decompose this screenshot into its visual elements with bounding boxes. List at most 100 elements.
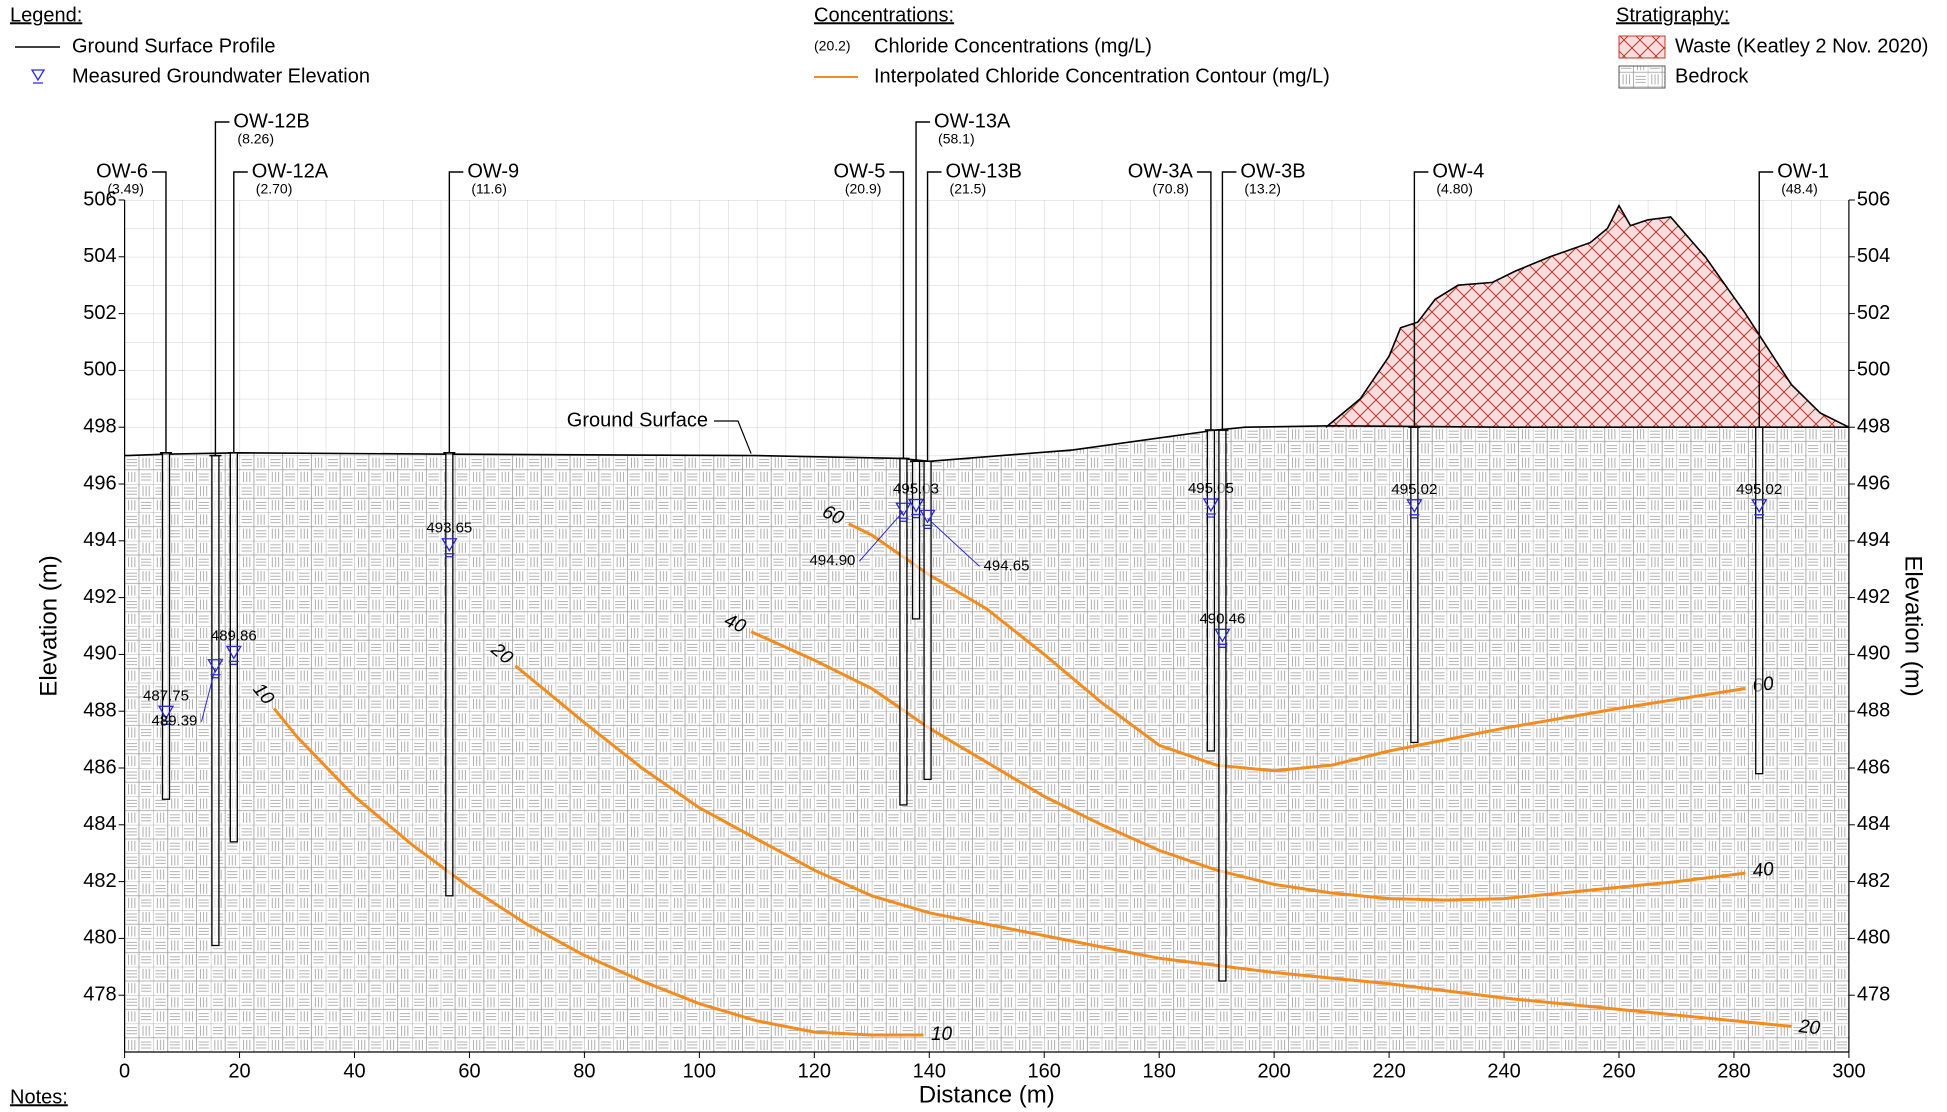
well-concentration: (48.4) <box>1781 181 1818 197</box>
well-concentration: (70.8) <box>1152 181 1189 197</box>
well-concentration: (20.9) <box>845 181 882 197</box>
water-level-label: 489.39 <box>152 713 198 730</box>
well-name: OW-13A <box>934 110 1011 132</box>
y2-tick-label: 504 <box>1857 245 1890 267</box>
y2-tick-label: 492 <box>1857 586 1890 608</box>
y-tick-label: 496 <box>83 472 116 494</box>
legend-swatch <box>32 70 44 83</box>
contour-label: 40 <box>1751 859 1775 882</box>
y-tick-label: 486 <box>83 756 116 778</box>
x-tick-label: 40 <box>343 1060 365 1082</box>
well-concentration: (3.49) <box>107 181 144 197</box>
y2-tick-label: 478 <box>1857 983 1890 1005</box>
y2-tick-label: 486 <box>1857 756 1890 778</box>
y-tick-label: 480 <box>83 927 116 949</box>
well-name: OW-5 <box>834 160 886 182</box>
well-concentration: (13.2) <box>1244 181 1281 197</box>
y2-tick-label: 484 <box>1857 813 1890 835</box>
y2-axis-label: Elevation (m) <box>1900 555 1927 696</box>
well-screen <box>1411 427 1418 742</box>
well-name: OW-12B <box>233 110 309 132</box>
y-tick-label: 490 <box>83 643 116 665</box>
water-level-label: 494.90 <box>810 552 856 569</box>
water-level-label: 487.75 <box>143 687 189 704</box>
x-tick-label: 0 <box>119 1060 130 1082</box>
x-tick-label: 160 <box>1028 1060 1061 1082</box>
legend-sample: (20.2) <box>814 38 851 54</box>
x-tick-label: 260 <box>1602 1060 1635 1082</box>
x-tick-label: 60 <box>458 1060 480 1082</box>
y2-tick-label: 482 <box>1857 870 1890 892</box>
notes-label: Notes: <box>10 1086 68 1108</box>
well-screen <box>212 456 219 946</box>
contour-label: 20 <box>1797 1016 1822 1039</box>
y2-tick-label: 480 <box>1857 927 1890 949</box>
well-screen <box>1219 430 1226 981</box>
y2-tick-label: 490 <box>1857 643 1890 665</box>
legend-label: Measured Groundwater Elevation <box>72 65 370 87</box>
x-tick-label: 240 <box>1487 1060 1520 1082</box>
well-concentration: (8.26) <box>237 131 274 147</box>
legend-label: Chloride Concentrations (mg/L) <box>874 35 1152 57</box>
well-name: OW-6 <box>96 160 148 182</box>
well-name: OW-1 <box>1777 160 1829 182</box>
y2-tick-label: 488 <box>1857 699 1890 721</box>
x-tick-label: 140 <box>913 1060 946 1082</box>
x-axis-label: Distance (m) <box>919 1081 1055 1108</box>
water-level-label: 494.65 <box>984 557 1030 574</box>
y2-tick-label: 498 <box>1857 415 1890 437</box>
y2-tick-label: 506 <box>1857 188 1890 210</box>
water-level-label: 495.02 <box>1736 481 1782 498</box>
y-tick-label: 478 <box>83 983 116 1005</box>
legend-label: Ground Surface Profile <box>72 35 275 57</box>
chart: 478 480 482 484 486 488 490 492 494 496 498 500 502 5… <box>0 0 1947 1112</box>
water-level-label: 495.02 <box>1391 481 1437 498</box>
legend-title: Concentrations: <box>814 4 954 26</box>
y-tick-label: 482 <box>83 870 116 892</box>
legend-label: Waste (Keatley 2 Nov. 2020) <box>1675 35 1928 57</box>
y-tick-label: 502 <box>83 302 116 324</box>
well-concentration: (11.6) <box>471 181 507 197</box>
legend-swatch <box>1619 66 1665 88</box>
water-level-label: 490.46 <box>1199 610 1245 627</box>
y-axis-label: Elevation (m) <box>35 555 62 696</box>
annotation: Ground Surface <box>567 409 708 431</box>
x-tick-label: 200 <box>1257 1060 1290 1082</box>
bedrock-fill <box>125 426 1849 1052</box>
x-tick-label: 220 <box>1372 1060 1405 1082</box>
well-name: OW-3A <box>1128 160 1194 182</box>
x-tick-label: 280 <box>1717 1060 1750 1082</box>
water-level-label: 495.03 <box>893 481 939 498</box>
cross-section: 478 480 482 484 486 488 490 492 494 496 498 500 502 5… <box>10 4 1928 1108</box>
y2-tick-label: 502 <box>1857 302 1890 324</box>
well-name: OW-4 <box>1432 160 1484 182</box>
y2-tick-label: 500 <box>1857 359 1890 381</box>
water-level-label: 495.05 <box>1188 480 1234 497</box>
well-screen <box>1756 427 1763 773</box>
y-tick-label: 500 <box>83 359 116 381</box>
well-concentration: (2.70) <box>256 181 293 197</box>
x-tick-label: 100 <box>683 1060 716 1082</box>
x-tick-label: 80 <box>573 1060 595 1082</box>
y-tick-label: 488 <box>83 699 116 721</box>
y-tick-label: 504 <box>83 245 116 267</box>
well-screen <box>162 453 169 799</box>
well-name: OW-3B <box>1240 160 1305 182</box>
legend-title: Legend: <box>10 4 82 26</box>
well-screen <box>230 453 237 842</box>
y-tick-label: 484 <box>83 813 116 835</box>
x-tick-label: 180 <box>1142 1060 1175 1082</box>
well-name: OW-9 <box>467 160 519 182</box>
y-tick-label: 494 <box>83 529 116 551</box>
legend-label: Interpolated Chloride Concentration Cont… <box>874 65 1330 87</box>
well-name: OW-13B <box>946 160 1022 182</box>
legend-title: Stratigraphy: <box>1616 4 1729 26</box>
contour-label: 10 <box>931 1024 953 1045</box>
y-tick-label: 492 <box>83 586 116 608</box>
well-concentration: (58.1) <box>938 131 975 147</box>
well-name: OW-12A <box>252 160 329 182</box>
well-screen <box>924 461 931 779</box>
x-tick-label: 300 <box>1832 1060 1865 1082</box>
well-screen <box>1207 430 1214 751</box>
x-tick-label: 20 <box>228 1060 250 1082</box>
